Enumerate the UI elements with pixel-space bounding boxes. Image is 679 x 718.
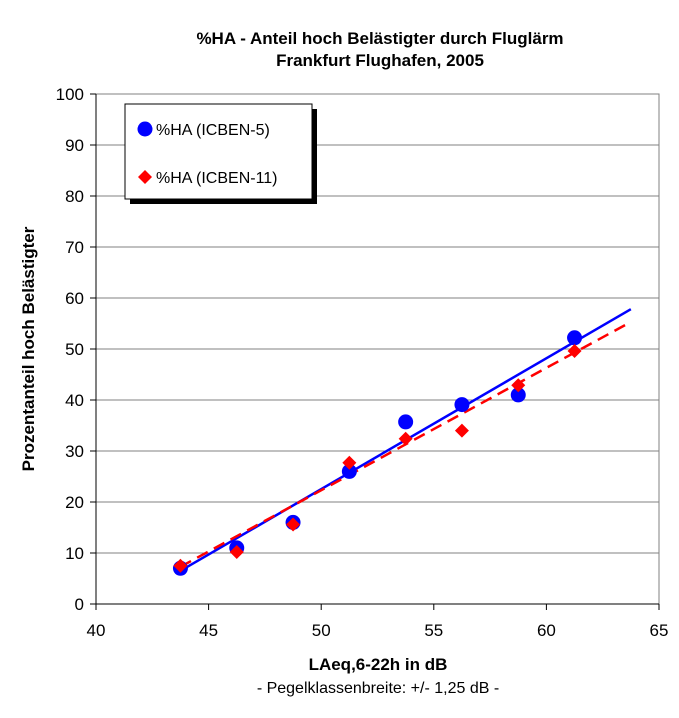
x-tick-label: 50 xyxy=(312,621,331,640)
legend-marker xyxy=(138,170,152,184)
y-tick-label: 30 xyxy=(65,442,84,461)
y-tick-label: 20 xyxy=(65,493,84,512)
legend-label: %HA (ICBEN-5) xyxy=(156,122,270,139)
data-point xyxy=(398,414,414,430)
x-axis-ticks: 40 45 50 55 60 65 xyxy=(87,604,669,640)
legend: %HA (ICBEN-5) %HA (ICBEN-11) xyxy=(124,103,317,204)
data-point xyxy=(341,463,357,479)
x-tick-label: 45 xyxy=(199,621,218,640)
data-point xyxy=(567,344,582,359)
data-point xyxy=(286,517,301,532)
data-point xyxy=(511,378,526,393)
x-tick-label: 55 xyxy=(424,621,443,640)
y-tick-label: 50 xyxy=(65,340,84,359)
y-axis-label: Prozentanteil hoch Belästigter xyxy=(19,226,38,471)
x-axis-note: - Pegelklassenbreite: +/- 1,25 dB - xyxy=(257,680,499,697)
y-tick-label: 60 xyxy=(65,289,84,308)
grid-lines xyxy=(96,144,659,554)
data-points xyxy=(172,330,583,576)
legend-marker xyxy=(137,121,153,137)
data-point xyxy=(567,330,583,346)
data-point xyxy=(398,431,413,446)
y-tick-label: 70 xyxy=(65,238,84,257)
y-tick-label: 80 xyxy=(65,187,84,206)
legend-label: %HA (ICBEN-11) xyxy=(156,170,278,187)
y-tick-label: 40 xyxy=(65,391,84,410)
data-point xyxy=(454,397,470,413)
data-point xyxy=(229,544,244,559)
data-point xyxy=(454,423,469,438)
chart-title: %HA - Anteil hoch Belästigter durch Flug… xyxy=(196,29,563,48)
data-point xyxy=(342,455,357,470)
data-point xyxy=(173,558,188,573)
x-tick-label: 60 xyxy=(537,621,556,640)
x-tick-label: 65 xyxy=(650,621,669,640)
x-axis-label: LAeq,6-22h in dB xyxy=(309,655,448,674)
chart-subtitle: Frankfurt Flughafen, 2005 xyxy=(276,51,484,70)
data-point xyxy=(510,387,526,403)
legend-box xyxy=(124,103,313,200)
x-tick-label: 40 xyxy=(87,621,106,640)
y-tick-label: 90 xyxy=(65,136,84,155)
y-tick-label: 100 xyxy=(56,85,84,104)
y-tick-label: 0 xyxy=(75,595,84,614)
y-axis-ticks: 0 10 20 30 40 50 60 70 80 90 100 xyxy=(56,85,96,614)
y-tick-label: 10 xyxy=(65,544,84,563)
